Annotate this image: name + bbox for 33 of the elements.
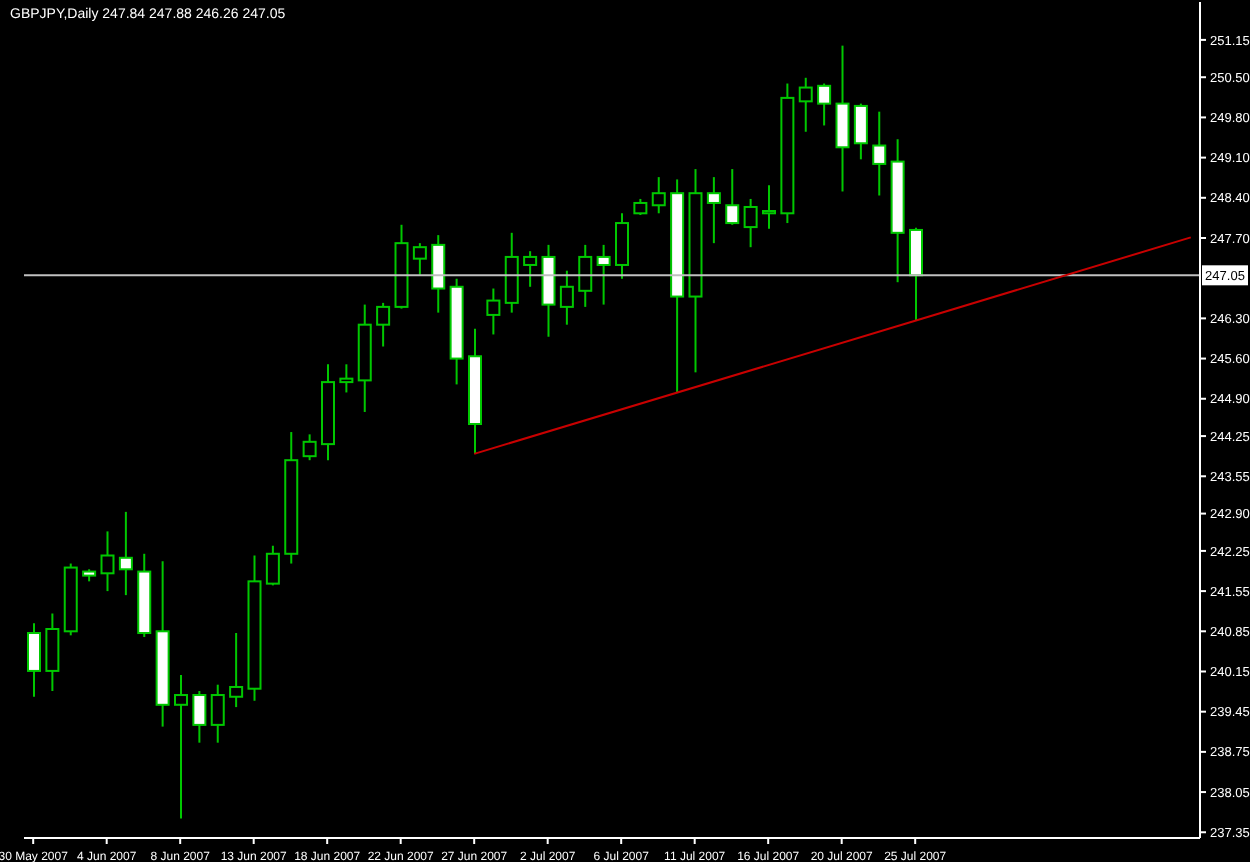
candlestick <box>559 269 574 326</box>
candlestick <box>762 184 776 230</box>
candlestick <box>45 612 60 693</box>
candlestick <box>743 197 758 249</box>
candlestick <box>431 234 446 314</box>
candlestick <box>651 176 666 215</box>
candlestick <box>210 683 225 744</box>
candlestick <box>265 544 280 587</box>
candlestick <box>798 76 813 133</box>
candlestick <box>817 82 832 127</box>
candlestick <box>872 110 887 197</box>
candlestick <box>100 530 115 593</box>
candlestick <box>706 176 721 245</box>
candlestick <box>504 231 519 314</box>
candlestick <box>725 168 740 226</box>
candlestick <box>486 287 501 336</box>
candlestick <box>615 212 629 280</box>
candlestick <box>302 433 317 462</box>
candlestick <box>835 44 850 193</box>
candlestick <box>174 673 188 820</box>
candlestick <box>523 250 538 288</box>
candlestick <box>192 690 207 744</box>
candlestick <box>578 243 593 308</box>
candlestick <box>27 622 41 698</box>
candlestick <box>118 510 133 597</box>
candlestick <box>339 363 354 394</box>
candlestick <box>229 632 244 709</box>
candlestick <box>853 102 868 161</box>
candlestick <box>412 242 427 276</box>
candlestick <box>596 243 611 306</box>
candlestick <box>376 301 391 348</box>
candlestick <box>541 243 556 338</box>
candlestick <box>909 226 923 322</box>
